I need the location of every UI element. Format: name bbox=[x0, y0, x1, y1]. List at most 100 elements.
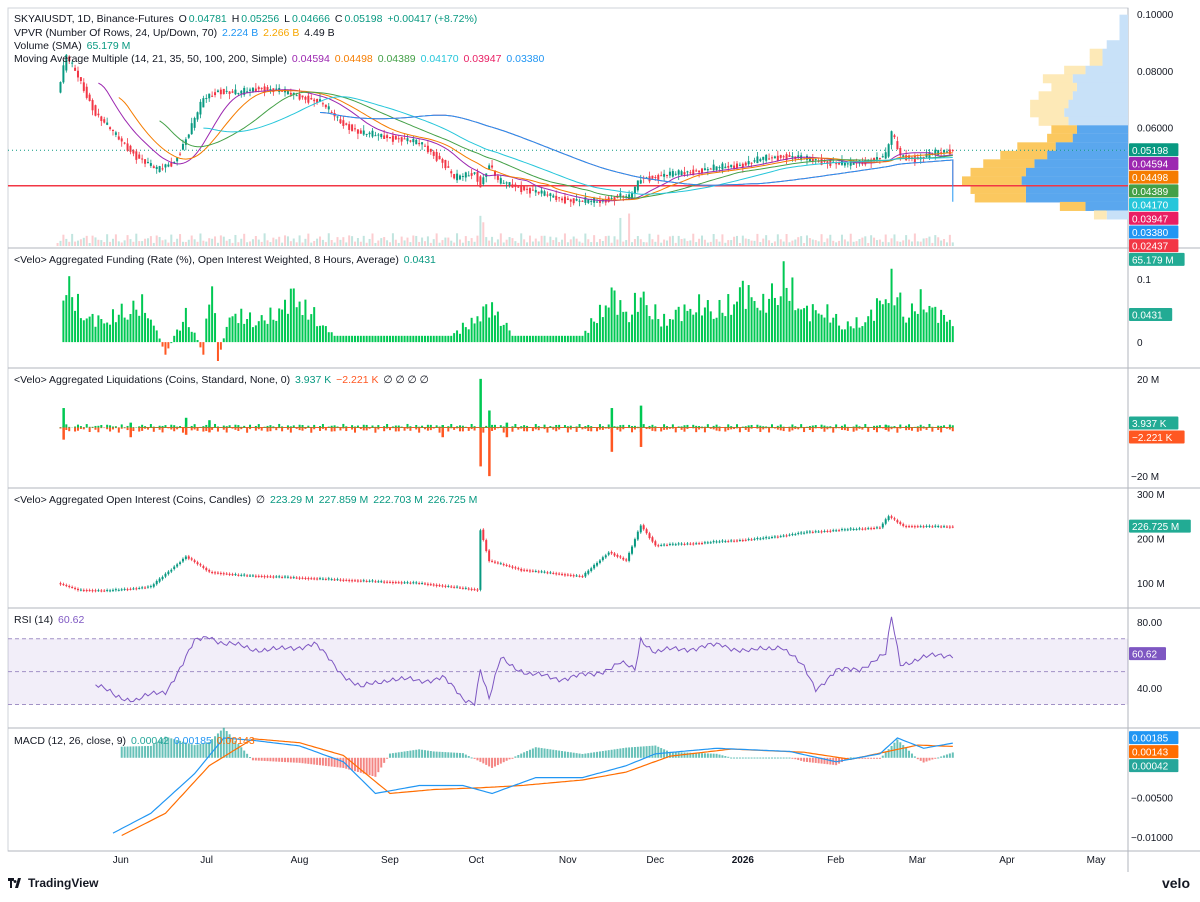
liq-long-bar bbox=[226, 426, 228, 427]
liq-label: <Velo> Aggregated Liquidations (Coins, S… bbox=[14, 374, 290, 386]
volume-bar bbox=[132, 242, 134, 246]
funding-bar bbox=[523, 336, 525, 342]
oi-candle-body bbox=[783, 536, 785, 537]
macd-histogram-bar bbox=[331, 758, 333, 767]
liq-short-bar bbox=[835, 428, 837, 429]
time-axis-label: 2026 bbox=[732, 855, 755, 866]
vpvr-row-down bbox=[1068, 117, 1128, 126]
candle-body bbox=[450, 171, 452, 173]
funding-bar bbox=[896, 297, 898, 342]
liq-short-bar bbox=[917, 428, 919, 432]
oi-candle-body bbox=[649, 533, 651, 538]
macd-histogram-bar bbox=[430, 751, 432, 758]
volume-bar bbox=[278, 237, 280, 246]
funding-bar bbox=[622, 312, 624, 342]
oi-candle-body bbox=[156, 581, 158, 584]
volume-bar bbox=[372, 233, 374, 246]
funding-bar bbox=[211, 286, 213, 342]
funding-bar bbox=[815, 310, 817, 342]
macd-histogram-bar bbox=[599, 751, 601, 757]
volume-bar bbox=[456, 233, 458, 246]
oi-candle-body bbox=[258, 576, 260, 577]
macd-histogram-bar bbox=[905, 748, 907, 758]
funding-bar bbox=[943, 315, 945, 342]
rsi-legend[interactable]: RSI (14) 60.62 bbox=[14, 614, 86, 627]
candle-body bbox=[144, 159, 146, 164]
oi-empty-value: ∅ bbox=[256, 494, 265, 506]
macd-histogram-bar bbox=[544, 748, 546, 757]
vpvr-legend[interactable]: VPVR (Number Of Rows, 24, Up/Down, 70) 2… bbox=[14, 27, 337, 40]
funding-bar bbox=[637, 312, 639, 342]
liq-long-bar bbox=[138, 426, 140, 427]
oi-candle-body bbox=[331, 579, 333, 580]
oi-candle-body bbox=[127, 589, 129, 590]
candle-body bbox=[392, 136, 394, 142]
macd-legend[interactable]: MACD (12, 26, close, 9) 0.00042 0.00185 … bbox=[14, 735, 257, 748]
liq-short-bar bbox=[261, 428, 263, 431]
macd-histogram-bar bbox=[885, 752, 887, 757]
volume-bar bbox=[491, 237, 493, 246]
tradingview-logo[interactable]: TradingView bbox=[8, 876, 98, 890]
liq-short-bar bbox=[141, 428, 143, 431]
funding-legend[interactable]: <Velo> Aggregated Funding (Rate (%), Ope… bbox=[14, 254, 438, 267]
funding-bar bbox=[127, 320, 129, 342]
liq-short-bar bbox=[832, 428, 834, 433]
candle-body bbox=[520, 185, 522, 192]
volume-bar bbox=[220, 235, 222, 246]
volume-bar bbox=[724, 243, 726, 246]
liq-long-bar bbox=[281, 426, 283, 427]
liq-long-bar bbox=[264, 427, 266, 428]
vpvr-row-down bbox=[1119, 32, 1128, 41]
ma-legend[interactable]: Moving Average Multiple (14, 21, 35, 50,… bbox=[14, 53, 546, 66]
funding-bar bbox=[631, 315, 633, 342]
oi-candle-body bbox=[704, 542, 706, 543]
volume-bar bbox=[815, 240, 817, 246]
volume-bar bbox=[150, 236, 152, 246]
volume-bar bbox=[386, 240, 388, 246]
funding-bar bbox=[698, 294, 700, 342]
candle-body bbox=[409, 140, 411, 141]
oi-candle-body bbox=[838, 530, 840, 531]
volume-bar bbox=[363, 236, 365, 246]
funding-bar bbox=[552, 336, 554, 342]
macd-histogram-bar bbox=[952, 752, 954, 757]
candle-body bbox=[167, 165, 169, 167]
macd-histogram-bar bbox=[509, 758, 511, 760]
oi-candle-body bbox=[520, 569, 522, 571]
macd-histogram-bar bbox=[546, 749, 548, 758]
liq-long-bar bbox=[806, 427, 808, 428]
oi-legend[interactable]: <Velo> Aggregated Open Interest (Coins, … bbox=[14, 494, 479, 507]
funding-bar bbox=[348, 336, 350, 342]
funding-bar bbox=[360, 336, 362, 342]
oi-candle-body bbox=[468, 589, 470, 590]
velo-logo[interactable]: velo bbox=[1162, 875, 1190, 891]
oi-candle-body bbox=[83, 590, 85, 591]
funding-bar bbox=[780, 296, 782, 342]
oi-candle-body bbox=[587, 571, 589, 574]
liquidations-legend[interactable]: <Velo> Aggregated Liquidations (Coins, S… bbox=[14, 374, 431, 387]
oi-candle-body bbox=[302, 578, 304, 579]
volume-bar bbox=[430, 243, 432, 246]
liq-short-bar bbox=[844, 428, 846, 431]
candle-body bbox=[666, 175, 668, 176]
funding-bar bbox=[74, 311, 76, 342]
funding-bar bbox=[576, 336, 578, 342]
vpvr-value-area-up bbox=[1060, 202, 1086, 211]
oi-candle-body bbox=[614, 553, 616, 555]
volume-legend[interactable]: Volume (SMA) 65.179 M bbox=[14, 40, 132, 53]
volume-bar bbox=[59, 241, 61, 246]
liq-long-bar bbox=[377, 425, 379, 427]
candle-body bbox=[576, 199, 578, 201]
volume-bar bbox=[748, 239, 750, 246]
liq-short-bar bbox=[377, 428, 379, 430]
liq-short-bar bbox=[278, 428, 280, 429]
oi-candle-body bbox=[896, 520, 898, 522]
funding-bar bbox=[424, 336, 426, 342]
candle-body bbox=[893, 135, 895, 137]
oi-candle-body bbox=[730, 540, 732, 541]
macd-histogram-bar bbox=[535, 747, 537, 758]
oi-candle-body bbox=[164, 574, 166, 577]
macd-histogram-bar bbox=[404, 751, 406, 757]
